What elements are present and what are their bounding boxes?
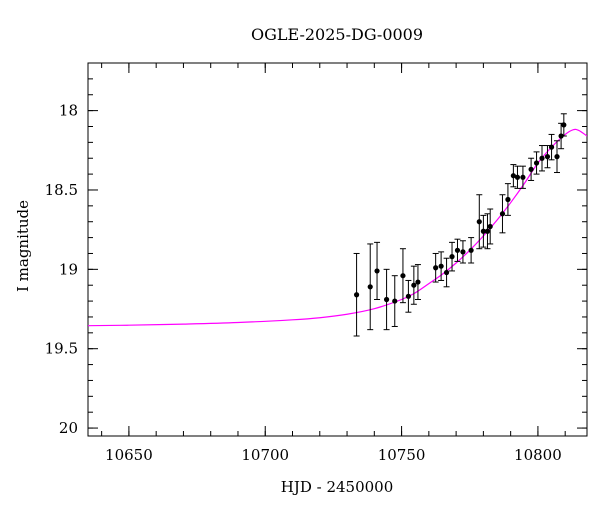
y-tick-label: 18 xyxy=(59,102,78,120)
data-point xyxy=(411,282,417,288)
data-point xyxy=(499,211,506,217)
x-tick-label: 10700 xyxy=(241,446,289,464)
x-axis-label: HJD - 2450000 xyxy=(281,478,394,496)
data-point xyxy=(374,268,380,274)
plot-frame xyxy=(87,62,588,437)
y-tick-label: 19 xyxy=(59,260,78,278)
data-point xyxy=(438,263,444,269)
data-point xyxy=(405,293,411,299)
data-point xyxy=(468,247,474,253)
data-point xyxy=(487,223,493,230)
data-point xyxy=(561,122,567,128)
data-point xyxy=(449,254,455,260)
data-point xyxy=(510,173,516,179)
data-point xyxy=(383,296,390,303)
data-point xyxy=(400,273,406,279)
data-point xyxy=(544,154,551,160)
chart-title: OGLE-2025-DG-0009 xyxy=(251,25,423,44)
y-tick-label: 20 xyxy=(59,419,78,437)
data-point xyxy=(476,219,482,225)
y-tick-label: 19.5 xyxy=(45,340,78,358)
data-point xyxy=(505,196,511,203)
y-tick-label: 18.5 xyxy=(45,181,78,199)
data-point xyxy=(353,292,360,298)
data-point xyxy=(514,174,521,180)
plot-area: 10650 10700 10750 10800 18 18.5 19 19.5 20 xyxy=(45,62,588,464)
x-tick-label: 10650 xyxy=(105,446,153,464)
data-point xyxy=(443,269,450,276)
x-tick-label: 10750 xyxy=(378,446,426,464)
data-point xyxy=(392,298,398,304)
data-point xyxy=(454,247,461,253)
data-point xyxy=(554,154,560,160)
data-point xyxy=(367,284,373,290)
data-point xyxy=(484,228,491,234)
data-point xyxy=(415,279,421,285)
y-axis-label: I magnitude xyxy=(14,200,32,292)
data-point xyxy=(480,228,486,234)
x-tick-label: 10800 xyxy=(514,446,562,464)
data-point xyxy=(539,155,545,161)
data-point xyxy=(548,144,555,150)
data-point xyxy=(528,166,534,172)
model-curve xyxy=(88,128,587,327)
data-point xyxy=(520,174,526,180)
data-point xyxy=(460,249,466,255)
data-point xyxy=(433,265,439,271)
data-point xyxy=(533,160,540,166)
